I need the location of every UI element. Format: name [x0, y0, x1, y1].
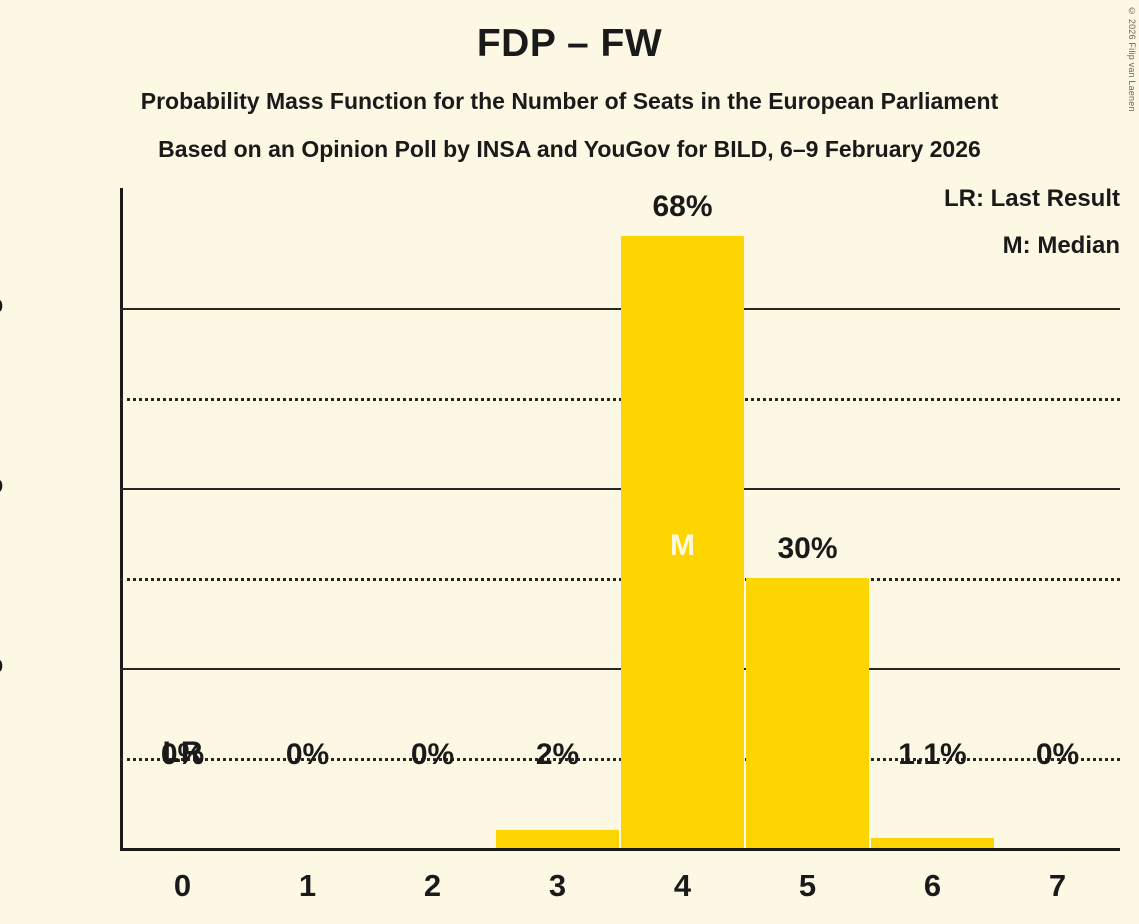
gridline-major — [120, 667, 1120, 670]
gridline-major — [120, 307, 1120, 310]
chart-subtitle-secondary: Based on an Opinion Poll by INSA and You… — [158, 136, 981, 162]
x-axis-tick-label: 6 — [923, 868, 942, 903]
gridline-minor — [120, 397, 1120, 401]
x-axis-tick-label: 4 — [673, 868, 692, 903]
y-axis-tick-label: 40% — [0, 467, 3, 500]
x-axis-tick-label: 2 — [423, 868, 442, 903]
gridline-minor — [120, 577, 1120, 581]
page-title: FDP – FW — [476, 22, 663, 65]
bar-value-label: 0% — [285, 738, 330, 771]
last-result-marker: LR — [162, 735, 203, 769]
plot-area: 0% 0% 0% 2% 68% 30% 1.1% 0% M LR — [120, 188, 1120, 851]
x-axis-tick-label: 3 — [548, 868, 567, 903]
bar-value-label: 2% — [535, 738, 580, 771]
x-axis-line — [120, 848, 1120, 851]
x-axis-tick-label: 5 — [798, 868, 817, 903]
legend-median: M: Median — [1002, 232, 1120, 259]
x-axis-tick-label: 7 — [1048, 868, 1067, 903]
bar-value-label: 0% — [160, 738, 205, 771]
bar-value-label: 0% — [410, 738, 455, 771]
bar[interactable] — [496, 830, 619, 848]
bar[interactable] — [621, 235, 744, 848]
chart-subtitle-primary: Probability Mass Function for the Number… — [140, 88, 999, 114]
bar-value-label: 1.1% — [898, 738, 967, 771]
legend-last-result: LR: Last Result — [943, 185, 1120, 212]
median-marker: M — [670, 528, 695, 562]
bar[interactable] — [871, 838, 994, 848]
gridline-minor — [120, 757, 1120, 761]
bar[interactable] — [746, 577, 869, 848]
x-axis-tick-label: 1 — [298, 868, 317, 903]
y-axis-tick-label: 60% — [0, 287, 3, 320]
copyright-notice: © 2026 Filip van Laenen — [1127, 6, 1137, 112]
gridline-major — [120, 487, 1120, 490]
bar-value-label: 0% — [1035, 738, 1080, 771]
y-axis-line — [120, 188, 123, 848]
bar-value-label: 30% — [777, 531, 838, 565]
bar-value-label: 68% — [652, 189, 713, 223]
x-axis-tick-label: 0 — [173, 868, 192, 903]
y-axis-tick-label: 20% — [0, 647, 3, 680]
